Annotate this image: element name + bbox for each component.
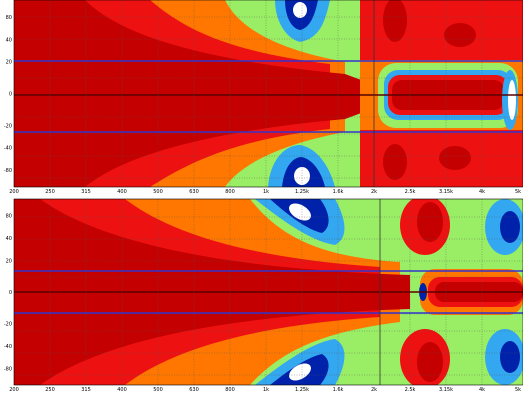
bottom-x-tick-label: 400 bbox=[117, 387, 127, 393]
top-x-tick-label: 500 bbox=[153, 189, 163, 195]
bottom-x-tick-label: 4k bbox=[479, 387, 485, 393]
top-contour-plot: 80 40 20 0 -20 -40 -80 200 250 315 400 500 630 800 1k… bbox=[0, 0, 523, 196]
top-y-tick-label: 0 bbox=[9, 92, 12, 98]
bottom-y-tick-label: -20 bbox=[4, 322, 12, 328]
bottom-x-tick-label: 2k bbox=[371, 387, 377, 393]
bottom-x-tick-label: 250 bbox=[45, 387, 55, 393]
bottom-x-tick-label: 800 bbox=[225, 387, 235, 393]
top-x-tick-label: 1.6k bbox=[333, 189, 344, 195]
top-y-tick-label: -80 bbox=[4, 168, 12, 174]
bottom-x-tick-labels: 200 250 315 400 500 630 800 1k 1.25k 1.6k 2k 2.5k 3.… bbox=[9, 387, 521, 393]
top-x-tick-label: 630 bbox=[189, 189, 199, 195]
bottom-x-tick-label: 1.25k bbox=[295, 387, 309, 393]
bottom-grid bbox=[14, 199, 523, 385]
bottom-x-tick-label: 1.6k bbox=[333, 387, 344, 393]
bottom-marker-lines bbox=[14, 199, 523, 385]
bottom-y-tick-label: -80 bbox=[4, 366, 12, 372]
top-y-tick-label: -20 bbox=[4, 123, 12, 129]
bottom-x-tick-label: 2.5k bbox=[405, 387, 416, 393]
top-x-tick-label: 2k bbox=[371, 189, 377, 195]
bottom-x-tick-label: 630 bbox=[189, 387, 199, 393]
top-x-tick-label: 250 bbox=[45, 189, 55, 195]
top-x-tick-label: 200 bbox=[9, 189, 19, 195]
bottom-y-tick-labels: 80 40 20 0 -20 -40 -80 bbox=[4, 214, 12, 373]
top-x-tick-label: 400 bbox=[117, 189, 127, 195]
bottom-x-tick-label: 3.15k bbox=[439, 387, 453, 393]
bottom-y-tick-label: 80 bbox=[6, 214, 12, 220]
top-x-tick-label: 1.25k bbox=[295, 189, 309, 195]
bottom-y-tick-label: 0 bbox=[9, 290, 12, 296]
top-x-tick-label: 1k bbox=[263, 189, 269, 195]
bottom-x-tick-label: 315 bbox=[81, 387, 91, 393]
bottom-x-tick-label: 500 bbox=[153, 387, 163, 393]
bottom-y-tick-label: 40 bbox=[6, 236, 12, 242]
bottom-x-tick-label: 200 bbox=[9, 387, 19, 393]
top-x-tick-label: 4k bbox=[479, 189, 485, 195]
top-y-tick-label: -40 bbox=[4, 146, 12, 152]
top-x-tick-labels: 200 250 315 400 500 630 800 1k 1.25k 1.6k 2k 2.5k 3.… bbox=[9, 189, 521, 195]
top-x-tick-label: 315 bbox=[81, 189, 91, 195]
bottom-x-tick-label: 5k bbox=[515, 387, 521, 393]
top-y-tick-labels: 80 40 20 0 -20 -40 -80 bbox=[4, 15, 12, 174]
bottom-y-tick-label: 20 bbox=[6, 258, 12, 264]
top-y-tick-label: 20 bbox=[6, 60, 12, 66]
top-x-tick-label: 2.5k bbox=[405, 189, 416, 195]
top-y-tick-label: 40 bbox=[6, 37, 12, 43]
bottom-contour-plot: 80 40 20 0 -20 -40 -80 200 250 315 400 500 630 800 1k… bbox=[0, 197, 523, 395]
bottom-x-tick-label: 1k bbox=[263, 387, 269, 393]
top-x-tick-label: 3.15k bbox=[439, 189, 453, 195]
top-y-tick-label: 80 bbox=[6, 15, 12, 21]
bottom-y-tick-label: -40 bbox=[4, 344, 12, 350]
bottom-contour-field bbox=[14, 199, 523, 385]
top-grid bbox=[14, 0, 523, 187]
top-contour-field bbox=[14, 0, 523, 187]
top-x-tick-label: 5k bbox=[515, 189, 521, 195]
top-x-tick-label: 800 bbox=[225, 189, 235, 195]
top-marker-lines bbox=[14, 0, 523, 187]
